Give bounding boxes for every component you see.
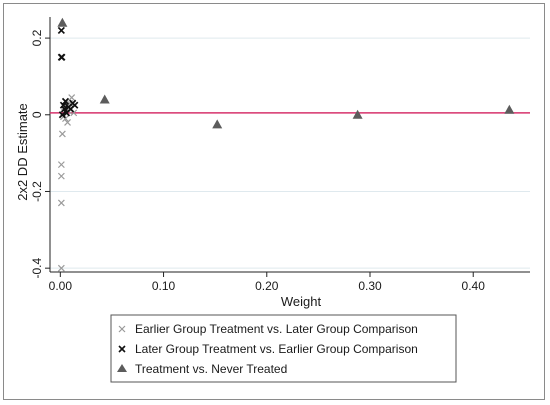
legend-label-later: Later Group Treatment vs. Earlier Group … — [135, 342, 418, 356]
point-series-1-2 — [58, 53, 66, 61]
y-tick-label-0: 0.2 — [30, 29, 44, 46]
point-series-1-6 — [61, 97, 70, 105]
point-series-0-11 — [68, 94, 76, 101]
x-axis-title: Weight — [281, 294, 322, 309]
point-series-2-4 — [504, 104, 515, 114]
legend-marker-earlier — [118, 325, 126, 333]
point-series-2-0 — [57, 17, 68, 27]
point-series-0-3 — [57, 161, 65, 169]
point-series-1-11 — [71, 101, 79, 109]
point-series-1-3 — [58, 111, 66, 119]
point-series-0-1 — [57, 199, 65, 207]
point-series-2-2 — [212, 119, 223, 129]
y-tick-label-2: -0.2 — [30, 181, 44, 202]
point-series-1-0 — [57, 26, 65, 35]
y-axis-title: 2x2 DD Estimate — [15, 103, 30, 201]
point-series-0-4 — [58, 130, 66, 138]
x-tick-label-2: 0.20 — [255, 279, 279, 293]
legend-box — [110, 314, 457, 383]
point-series-1-5 — [60, 105, 69, 113]
point-series-0-2 — [57, 172, 65, 180]
point-series-2-3 — [352, 109, 363, 119]
point-series-2-1 — [99, 94, 110, 104]
y-tick-label-3: -0.4 — [30, 258, 44, 279]
x-tick-label-0: 0.00 — [49, 279, 73, 293]
x-tick-label-1: 0.10 — [152, 279, 176, 293]
x-tick-label-3: 0.30 — [358, 279, 382, 293]
y-tick-label-1: 0 — [30, 111, 44, 118]
legend-label-earlier: Earlier Group Treatment vs. Later Group … — [135, 322, 418, 336]
legend-label-never-treated: Treatment vs. Never Treated — [135, 362, 287, 376]
point-series-0-8 — [64, 119, 71, 126]
point-series-0-0 — [57, 264, 65, 272]
x-tick-label-4: 0.40 — [462, 279, 486, 293]
legend: Earlier Group Treatment vs. Later Group … — [110, 314, 457, 383]
legend-marker-later — [118, 345, 126, 353]
legend-marker-never-treated — [117, 364, 127, 372]
